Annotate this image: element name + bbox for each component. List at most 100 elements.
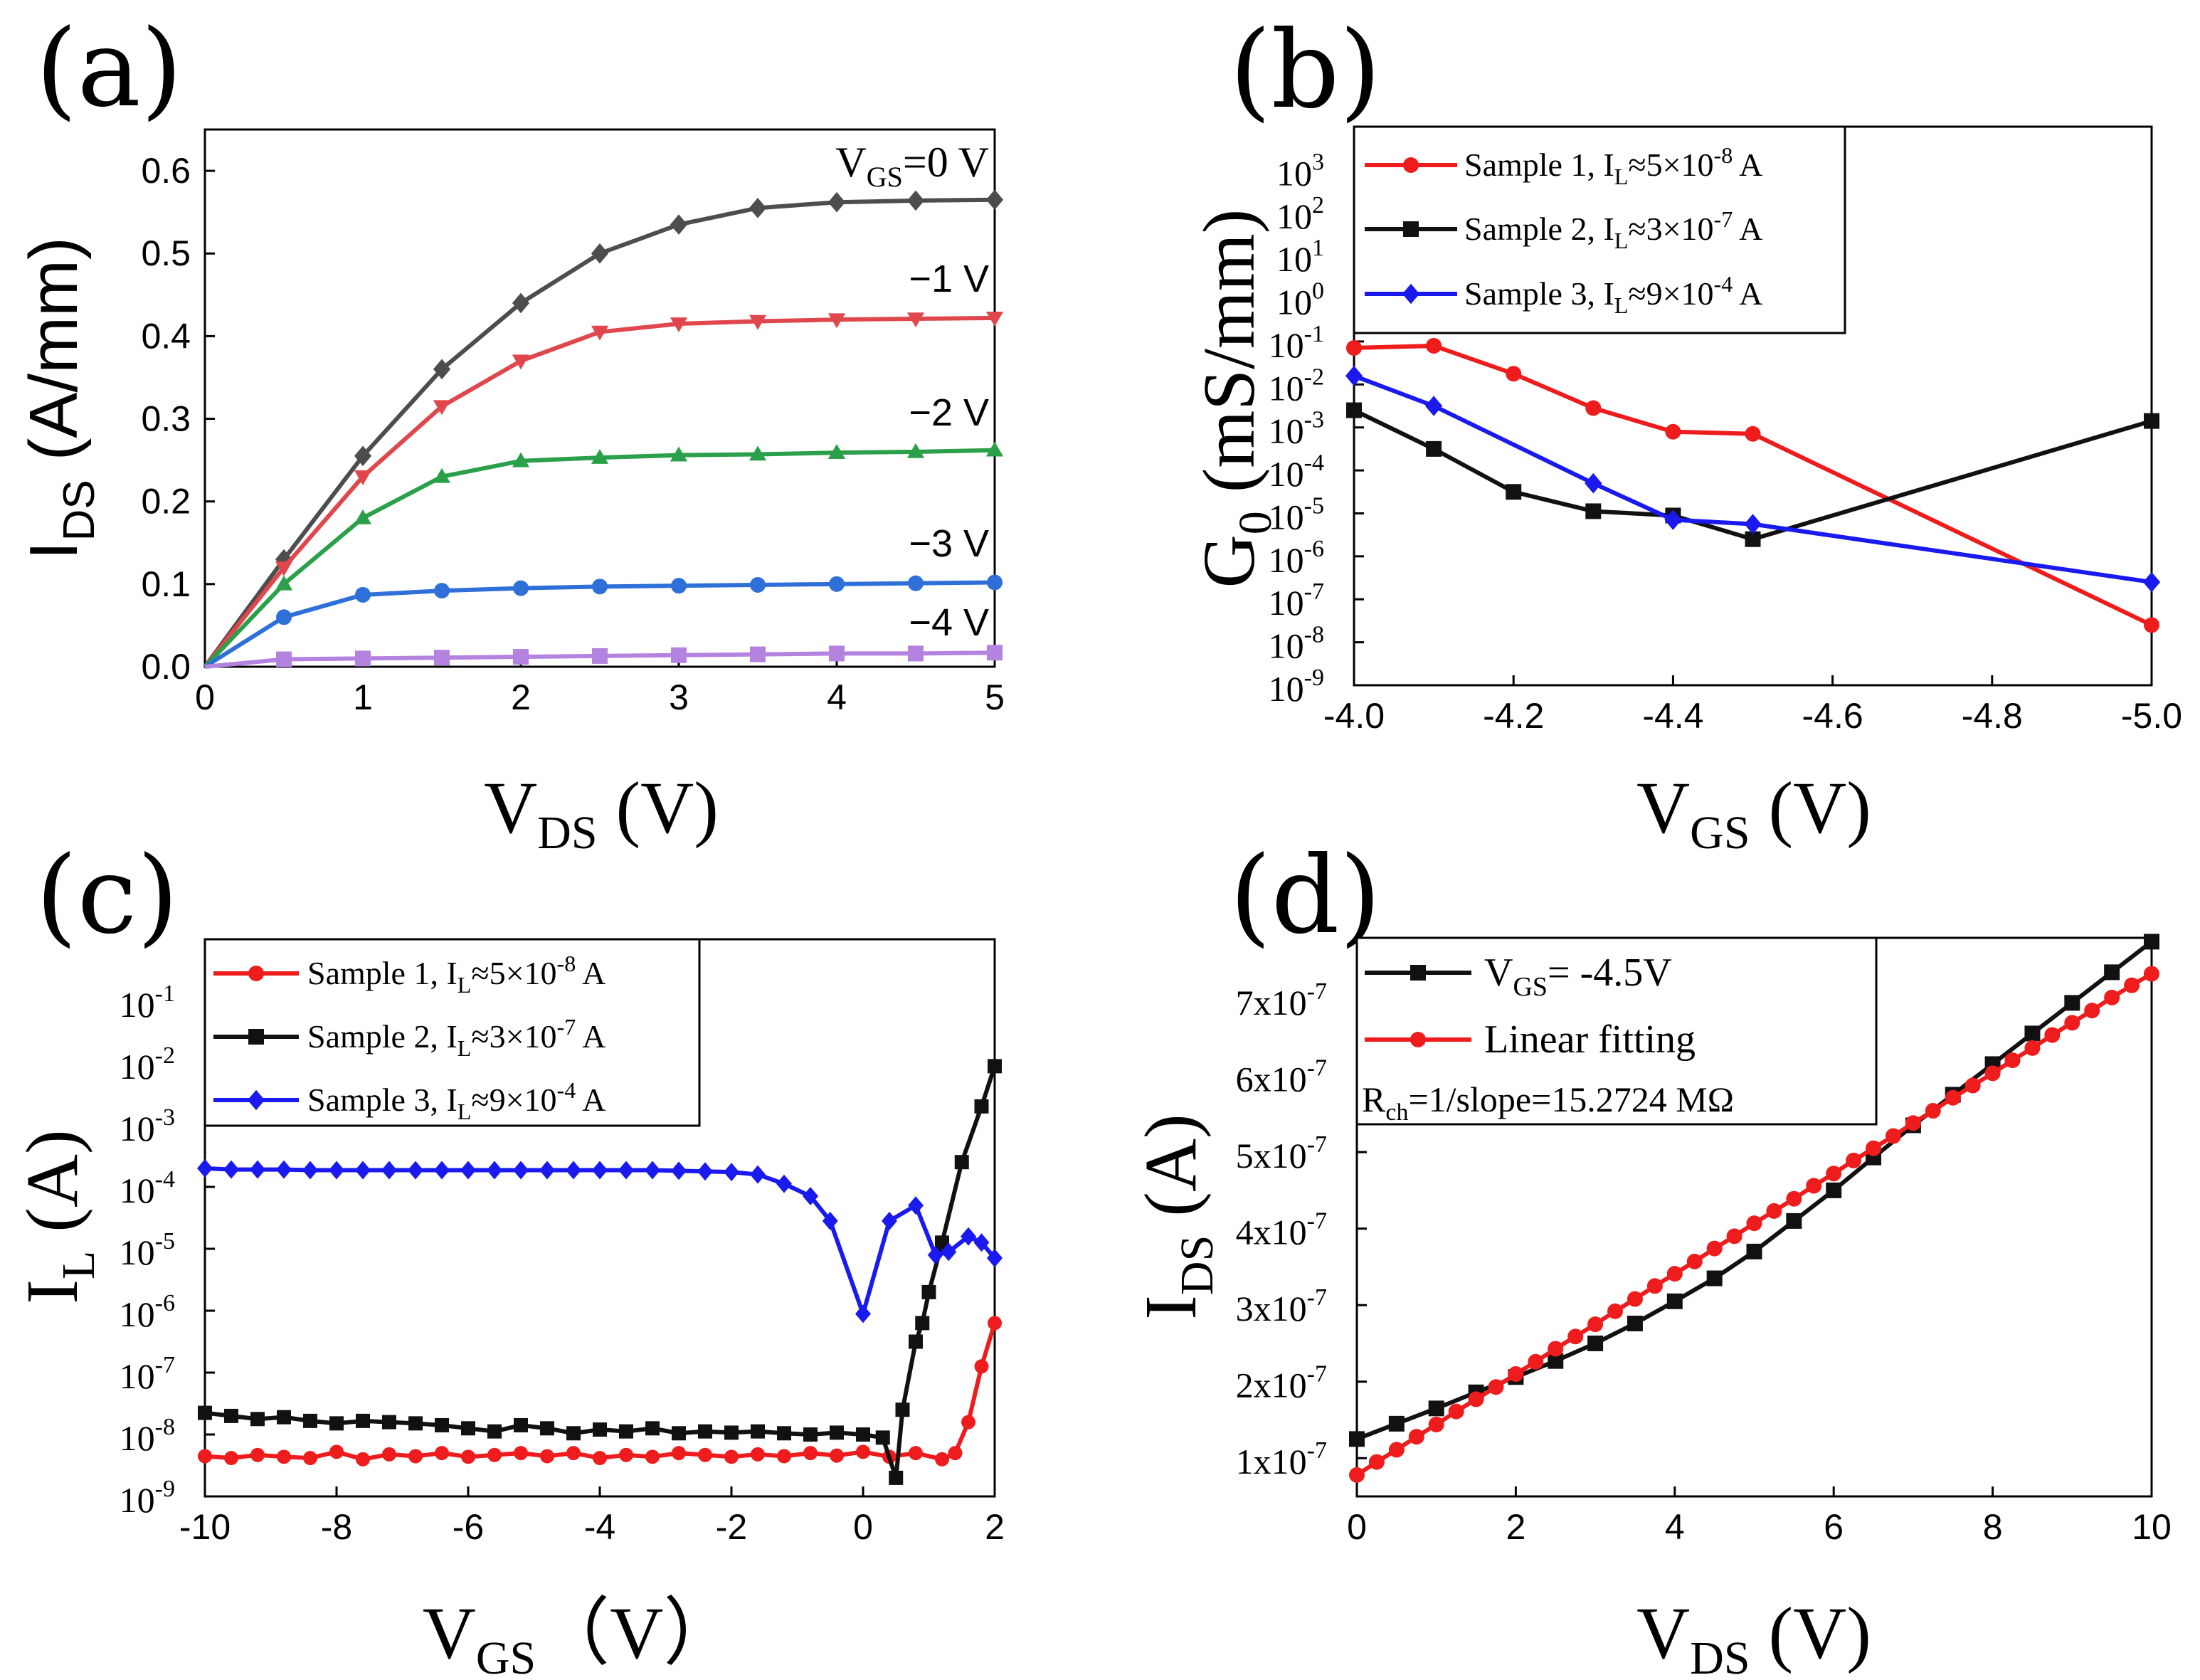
data-point (1744, 514, 1762, 534)
y-tick-label-part: 10 (1269, 669, 1304, 709)
data-point (803, 1446, 818, 1461)
data-point (1627, 1315, 1643, 1331)
y-tick-label: 10-9 (120, 1476, 175, 1520)
data-point (776, 1174, 792, 1193)
data-point (909, 1334, 923, 1349)
x-tick-label-part: 0 (195, 677, 215, 717)
x-axis-title-part: DS (537, 807, 597, 859)
series-label-part: −4 V (909, 601, 989, 644)
y-tick-label: 100 (1276, 278, 1324, 322)
data-point (974, 1359, 989, 1374)
y-tick-label-part: 0.4 (141, 316, 191, 356)
legend-entry-part: ≈3×10 (471, 1018, 556, 1055)
y-tick-label: 0.2 (141, 482, 191, 522)
data-point (987, 645, 1003, 661)
y-tick-label-part: 0.6 (141, 151, 191, 191)
series-label-part: =0 V (903, 139, 989, 186)
y-axis-title-part: (mS/mm) (1188, 209, 1270, 512)
x-axis-title-part: V (1636, 767, 1690, 849)
data-point (514, 1417, 528, 1432)
data-point (487, 1161, 502, 1180)
x-axis-title-part: V (484, 767, 537, 849)
data-point (1766, 1203, 1782, 1219)
y-tick-label: 3x10-7 (1236, 1284, 1327, 1328)
data-point (434, 583, 450, 599)
data-point (2104, 989, 2120, 1005)
x-axis-title-part: (V) (1750, 767, 1871, 849)
y-tick-label: 10-3 (1269, 407, 1324, 451)
y-tick-label-part: -7 (1307, 1437, 1327, 1464)
data-point (1746, 1215, 1762, 1232)
data-point (461, 1449, 475, 1464)
y-tick-label-part: -4 (155, 1166, 175, 1193)
data-point (1346, 402, 1362, 418)
legend-entry: Sample 2, IL≈3×10-7 A (307, 1014, 605, 1061)
legend-entry-part: Sample 2, I (307, 1018, 458, 1055)
y-axis-title-part: L (53, 1251, 105, 1279)
legend-entry: Linear fitting (1484, 1018, 1696, 1062)
y-tick-label: 1x10-7 (1236, 1437, 1327, 1481)
data-point (2104, 964, 2120, 981)
data-point (927, 1245, 943, 1264)
data-point (724, 1425, 739, 1440)
series-c-0 (198, 1316, 1002, 1467)
data-point (921, 1284, 936, 1299)
y-tick-label-part: -6 (1304, 536, 1324, 562)
data-point (895, 1402, 910, 1417)
y-tick-label-part: 10 (1269, 626, 1304, 666)
data-point (591, 243, 609, 264)
x-tick-label-part: -4 (584, 1507, 615, 1547)
data-point (2004, 1052, 2021, 1069)
data-point (1345, 365, 1363, 386)
y-tick-label-part: -2 (155, 1042, 175, 1069)
data-point (539, 1161, 555, 1180)
data-point (277, 1410, 291, 1425)
data-point (619, 1447, 633, 1462)
y-tick-label: 10-4 (120, 1166, 175, 1210)
data-point (435, 1446, 449, 1461)
series-label: −3 V (909, 522, 989, 565)
y-axis-title-part: (A/mm) (16, 237, 92, 480)
y-tick-label-part: 2x10 (1236, 1365, 1307, 1405)
y-tick-label: 10-9 (1269, 665, 1324, 709)
data-point (1706, 1240, 1723, 1257)
series-label-part: −2 V (909, 391, 989, 434)
x-tick-label-part: -4.0 (1323, 696, 1385, 736)
data-point (1368, 1454, 1385, 1470)
data-point (671, 647, 687, 663)
y-tick-label-part: 10 (120, 1171, 155, 1210)
legend-entry-part: Sample 3, I (1464, 275, 1614, 312)
legend-entry-part: L (458, 972, 472, 998)
data-point (961, 1415, 975, 1430)
data-point (1806, 1178, 1822, 1194)
data-point (941, 1242, 957, 1262)
x-axis-title-part: GS (1690, 807, 1750, 859)
legend-entry-part: A (576, 1082, 605, 1118)
y-tick-label-part: 0.2 (141, 482, 191, 522)
y-tick-label-part: 0.3 (141, 399, 191, 439)
y-tick-label: 0.1 (141, 564, 191, 604)
legend-swatch-marker (248, 1029, 264, 1045)
data-point (224, 1451, 238, 1466)
legend-box (203, 938, 701, 1127)
y-tick-label-part: 3x10 (1236, 1289, 1307, 1328)
data-point (513, 580, 529, 596)
series-label-part: −1 V (909, 258, 989, 300)
y-axis-title-part: G (1188, 534, 1270, 588)
y-tick-label-part: -8 (155, 1414, 175, 1440)
data-point (645, 1449, 660, 1464)
y-tick-label: 10-2 (1269, 364, 1324, 408)
data-point (593, 1422, 607, 1437)
x-tick-label-part: 4 (827, 677, 847, 717)
x-tick-label-part: 0 (853, 1507, 873, 1547)
data-point (1726, 1228, 1742, 1245)
y-tick-label-part: -1 (155, 981, 175, 1007)
data-point (1945, 1089, 1961, 1106)
y-tick-label: 2x10-7 (1236, 1361, 1327, 1405)
legend-swatch-marker (1403, 221, 1419, 237)
legend-entry-part: L (1614, 228, 1629, 253)
data-point (592, 579, 608, 595)
data-point (987, 1249, 1003, 1268)
series-label: −1 V (909, 258, 989, 300)
